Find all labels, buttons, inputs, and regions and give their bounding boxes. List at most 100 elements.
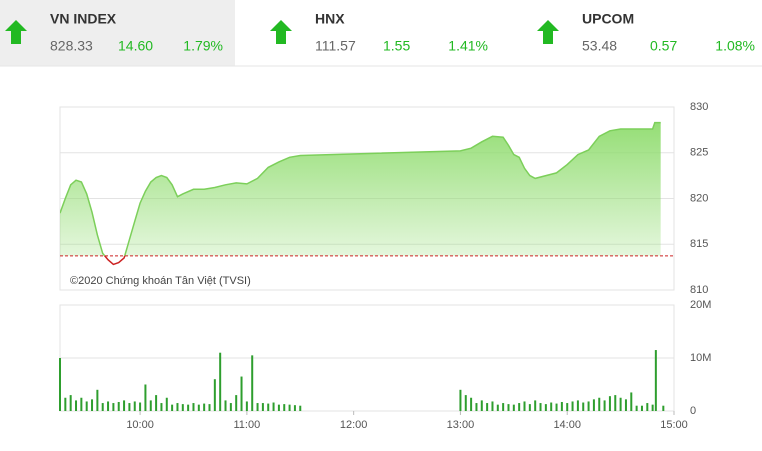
volume-bar [480, 400, 483, 411]
y-tick-label: 0 [690, 405, 696, 417]
index-value: 111.57 [315, 38, 356, 54]
volume-bar [75, 400, 78, 411]
y-tick-label: 810 [690, 284, 708, 296]
price-line-below [103, 255, 126, 266]
index-percent: 1.08% [715, 38, 755, 54]
volume-bar [293, 405, 296, 411]
volume-bar [576, 400, 579, 411]
volume-bar [117, 401, 120, 411]
y-tick-label: 820 [690, 192, 708, 204]
volume-bar [165, 397, 168, 411]
volume-bar [587, 401, 590, 411]
volume-bar [528, 404, 531, 411]
volume-bar [539, 403, 542, 411]
volume-bar [101, 403, 104, 411]
volume-bar [475, 403, 478, 411]
volume-bar [203, 403, 206, 411]
volume-bar [534, 400, 537, 411]
volume-bar [91, 399, 94, 411]
index-value: 828.33 [50, 38, 93, 54]
volume-bar [240, 376, 243, 411]
volume-bar [112, 403, 115, 411]
volume-bar [139, 402, 142, 411]
volume-bar [512, 404, 515, 411]
volume-bar [219, 352, 222, 411]
volume-bar [197, 404, 200, 411]
up-arrow [270, 20, 292, 44]
index-change: 1.55 [383, 38, 410, 54]
volume-bar [518, 403, 521, 411]
volume-bar [654, 350, 657, 411]
y-tick-label: 825 [690, 147, 708, 159]
volume-bar [235, 395, 238, 411]
x-tick-label: 10:00 [126, 419, 154, 431]
volume-bar [64, 397, 67, 411]
up-arrow [5, 20, 27, 44]
volume-bar [288, 404, 291, 411]
volume-bar [592, 399, 595, 411]
volume-bar [80, 397, 83, 411]
volume-bar [523, 401, 526, 411]
volume-bar [187, 404, 190, 411]
volume-bar [123, 400, 126, 411]
volume-bar [630, 392, 633, 411]
index-name: HNX [315, 11, 345, 27]
area [60, 122, 661, 256]
volume-bar [582, 402, 585, 411]
volume-bar [598, 397, 601, 411]
volume-bar [560, 401, 563, 411]
volume-bar [496, 404, 499, 411]
volume-bar [507, 404, 510, 411]
volume-bar [69, 395, 72, 411]
x-tick-label: 14:00 [553, 419, 581, 431]
volume-bar [261, 403, 264, 411]
volume-bar [59, 358, 61, 411]
volume-bar [470, 397, 473, 411]
volume-bar [662, 405, 665, 411]
volume-bar [256, 403, 259, 411]
y-tick-label: 830 [690, 101, 708, 113]
volume-bar [171, 404, 174, 411]
volume-bar [502, 403, 505, 411]
index-value: 53.48 [582, 38, 617, 54]
x-tick-label: 15:00 [660, 419, 688, 431]
volume-bar [619, 397, 622, 411]
index-name: VN INDEX [50, 11, 117, 27]
volume-bar [267, 403, 270, 411]
volume-bar [486, 403, 489, 411]
x-tick-label: 13:00 [447, 419, 475, 431]
volume-bar [646, 403, 649, 411]
volume-bar [491, 401, 494, 411]
active-tile [0, 0, 235, 66]
volume-bar [229, 403, 232, 411]
volume-bar [277, 404, 280, 411]
volume-bar [224, 400, 227, 411]
volume-bar [192, 403, 195, 411]
volume-bar [176, 403, 179, 411]
volume-bar [128, 403, 131, 411]
volume-bar [208, 404, 211, 411]
volume-bar [160, 403, 163, 411]
volume-bar [283, 404, 286, 411]
volume-bar [107, 401, 110, 411]
volume-bar [550, 402, 553, 411]
volume-bar [624, 399, 627, 411]
volume-bar [544, 404, 547, 411]
volume-bar [85, 401, 88, 411]
volume-bar [635, 405, 638, 411]
volume-bar [181, 404, 184, 411]
copyright: ©2020 Chứng khoán Tân Việt (TVSI) [70, 275, 251, 287]
up-arrow [537, 20, 559, 44]
index-percent: 1.41% [448, 38, 488, 54]
volume-bar [640, 405, 643, 411]
volume-bar [555, 403, 558, 411]
volume-bar [566, 403, 569, 411]
index-percent: 1.79% [183, 38, 223, 54]
volume-bar [133, 401, 136, 411]
price-line [60, 121, 661, 256]
volume-bar [614, 395, 617, 411]
volume-bar [251, 355, 254, 411]
x-tick-label: 11:00 [234, 419, 261, 431]
index-change: 14.60 [118, 38, 153, 54]
